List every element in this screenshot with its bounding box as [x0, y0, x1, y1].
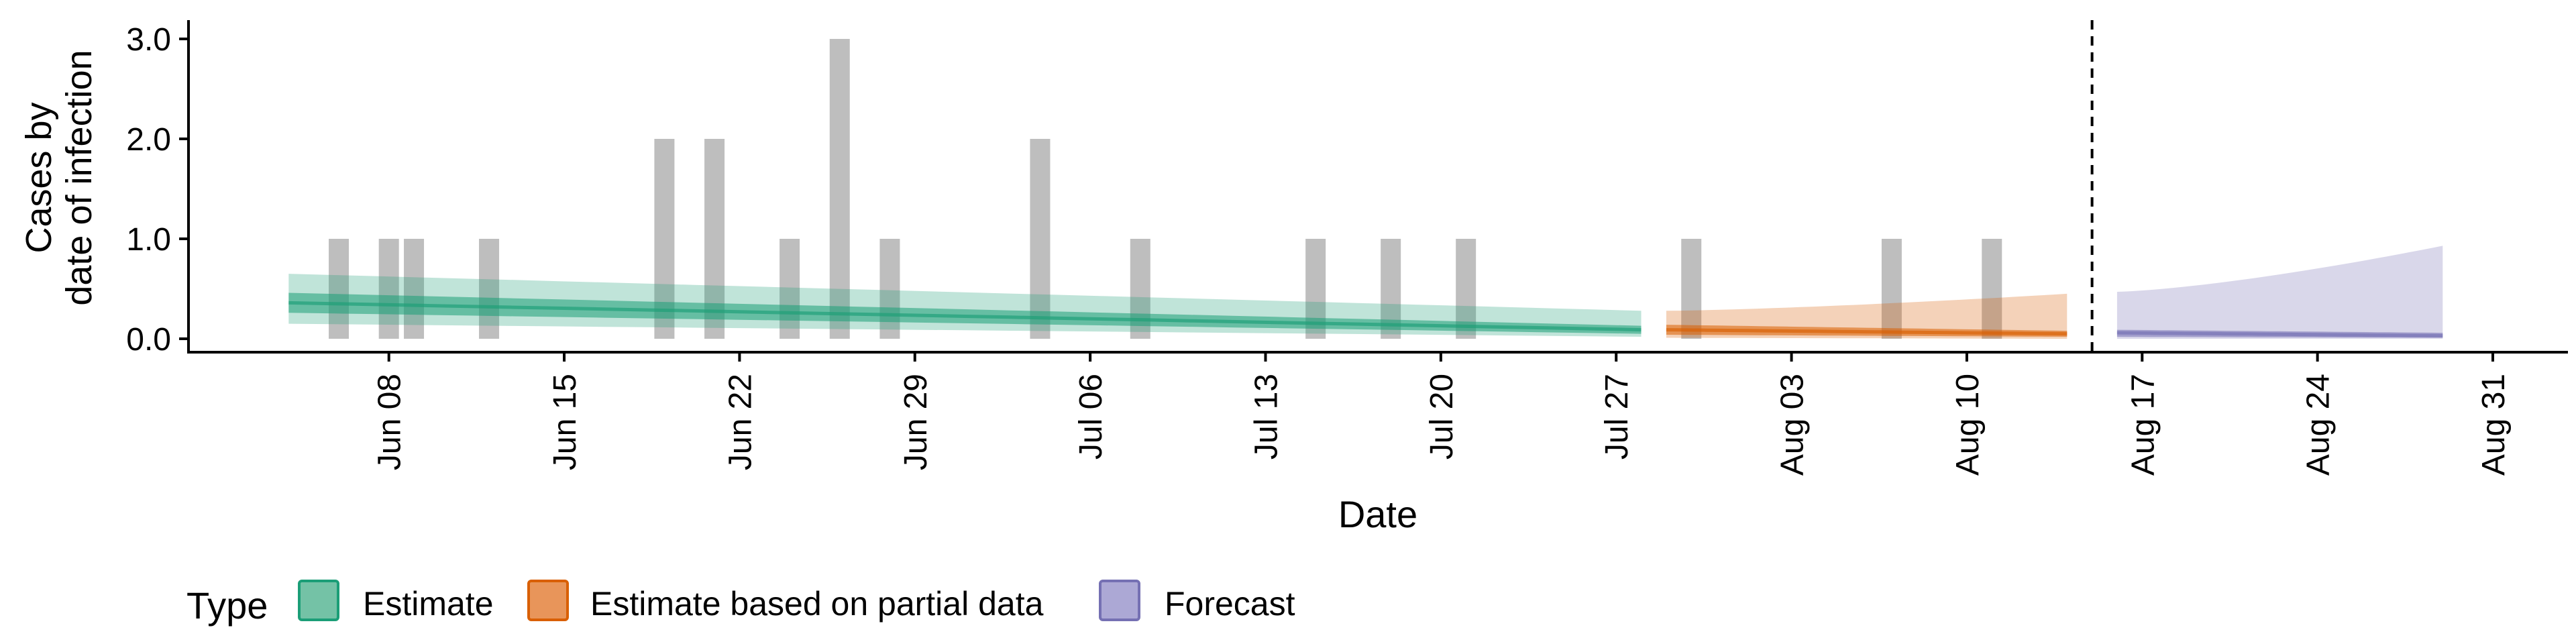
- y-tick-layer: 0.0 1.0 2.0 3.0: [126, 22, 189, 358]
- x-tick-label: Jun 22: [722, 374, 758, 470]
- reported-case-bar: [1982, 239, 2002, 339]
- legend-swatch-estimate: [298, 580, 339, 621]
- legend-label-forecast: Forecast: [1165, 585, 1295, 623]
- reported-case-bar: [1030, 139, 1051, 339]
- ribbon-outer-forecast: [2116, 246, 2443, 339]
- legend: Type Estimate Estimate based on partial …: [186, 580, 1295, 627]
- median-line-forecast: [2116, 331, 2443, 337]
- legend-label-estimate-partial: Estimate based on partial data: [590, 585, 1044, 623]
- x-tick-label: Aug 31: [2476, 374, 2512, 476]
- legend-label-estimate: Estimate: [363, 585, 494, 623]
- x-tick-label: Jun 29: [898, 374, 934, 470]
- x-tick-label: Jul 20: [1424, 374, 1460, 460]
- y-axis-label-line-1: Cases by: [19, 102, 59, 253]
- legend-title: Type: [186, 584, 268, 627]
- reported-case-bar: [829, 39, 850, 339]
- x-tick-label: Jun 15: [547, 374, 583, 470]
- estimate-ribbons-layer: [288, 246, 2443, 339]
- reported-case-bar: [1681, 239, 1702, 339]
- reported-case-bar: [329, 239, 350, 339]
- x-tick-label: Aug 24: [2301, 374, 2337, 476]
- reported-case-bar: [378, 239, 399, 339]
- x-tick-label: Jul 27: [1599, 374, 1635, 460]
- reported-case-bar: [479, 239, 500, 339]
- median-line-estimate-based-on-partial-data: [1666, 328, 2068, 336]
- y-axis-label-line-2: date of infection: [59, 50, 99, 305]
- legend-swatch-forecast: [1099, 580, 1140, 621]
- x-tick-label: Jun 08: [372, 374, 408, 470]
- x-tick-label: Aug 03: [1775, 374, 1811, 476]
- x-tick-label: Aug 10: [1950, 374, 1986, 476]
- reported-case-bar: [780, 239, 800, 339]
- y-tick-label: 3.0: [126, 22, 171, 58]
- x-tick-layer: Jun 08 Jun 15 Jun 22 Jun 29 Jul 06 Jul 13 Jul …: [372, 352, 2512, 476]
- reported-case-bar: [404, 239, 425, 339]
- x-tick-label: Jul 13: [1248, 374, 1284, 460]
- x-tick-label: Aug 17: [2125, 374, 2161, 476]
- legend-swatch-estimate-partial: [527, 580, 569, 621]
- reported-case-bar: [1881, 239, 1902, 339]
- y-tick-label: 2.0: [126, 122, 171, 158]
- y-tick-label: 1.0: [126, 222, 171, 258]
- x-axis-label: Date: [1338, 493, 1417, 535]
- median-line-estimate: [288, 301, 1642, 332]
- x-tick-label: Jul 06: [1073, 374, 1109, 460]
- y-tick-label: 0.0: [126, 322, 171, 358]
